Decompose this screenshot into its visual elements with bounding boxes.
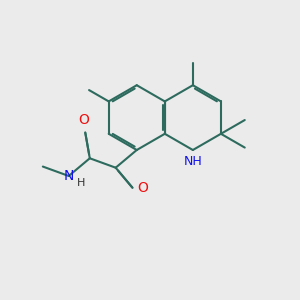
Text: O: O	[138, 181, 148, 194]
Text: NH: NH	[184, 155, 202, 168]
Text: O: O	[78, 113, 89, 128]
Text: N: N	[64, 169, 74, 183]
Text: H: H	[77, 178, 85, 188]
